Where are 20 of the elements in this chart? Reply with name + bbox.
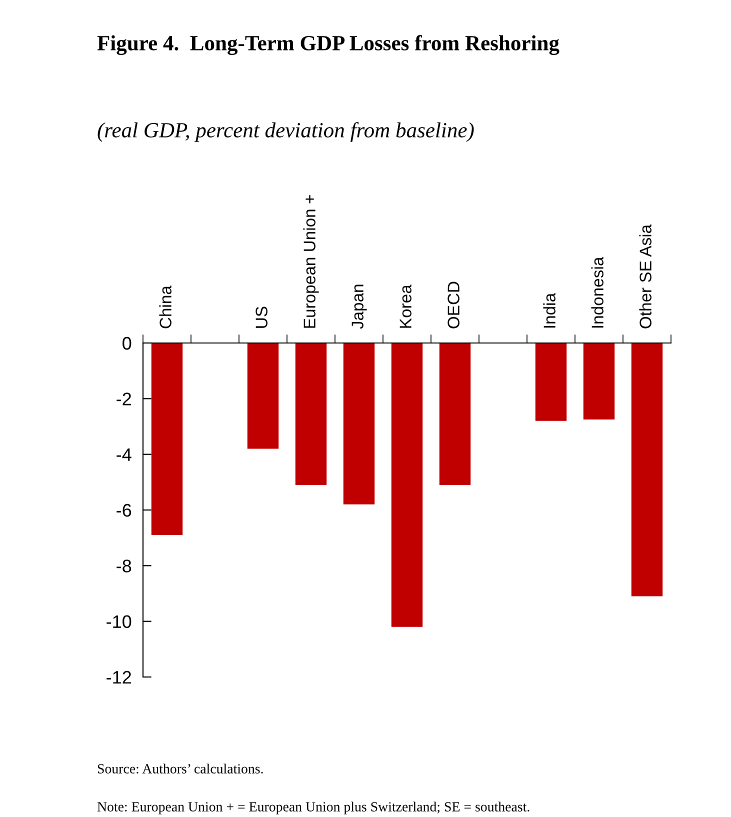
y-tick-label: -10 — [106, 615, 132, 628]
y-tick-label: -4 — [116, 448, 132, 461]
y-tick-label: -6 — [116, 504, 132, 517]
x-tick-label: OECD — [448, 282, 460, 328]
text: Note: European Union + = European Union plus Switzerland; SE = southeast. — [97, 802, 530, 814]
chart-title: Figure 4. Long-Term GDP Losses from Reshoring — [97, 35, 560, 55]
y-tick-label: -2 — [116, 392, 131, 406]
x-tick-label: Other SE Asia — [639, 224, 652, 328]
x-tick-label: European Union + — [303, 195, 319, 328]
y-tick-label: -12 — [106, 670, 131, 684]
x-tick-label: Indonesia — [591, 256, 604, 328]
y-tick-label: 0 — [122, 336, 132, 350]
source-note: Source: Authors’ calculations. — [98, 764, 263, 774]
x-tick-label: Korea — [400, 284, 412, 328]
x-tick-label: China — [159, 286, 172, 328]
x-tick-label: Japan — [352, 284, 367, 329]
x-tick-label: India — [543, 292, 556, 328]
chart-subtitle: (real GDP, percent deviation from baseline) — [98, 122, 474, 142]
y-tick-label: -8 — [116, 560, 132, 572]
x-tick-label: US — [256, 306, 268, 328]
